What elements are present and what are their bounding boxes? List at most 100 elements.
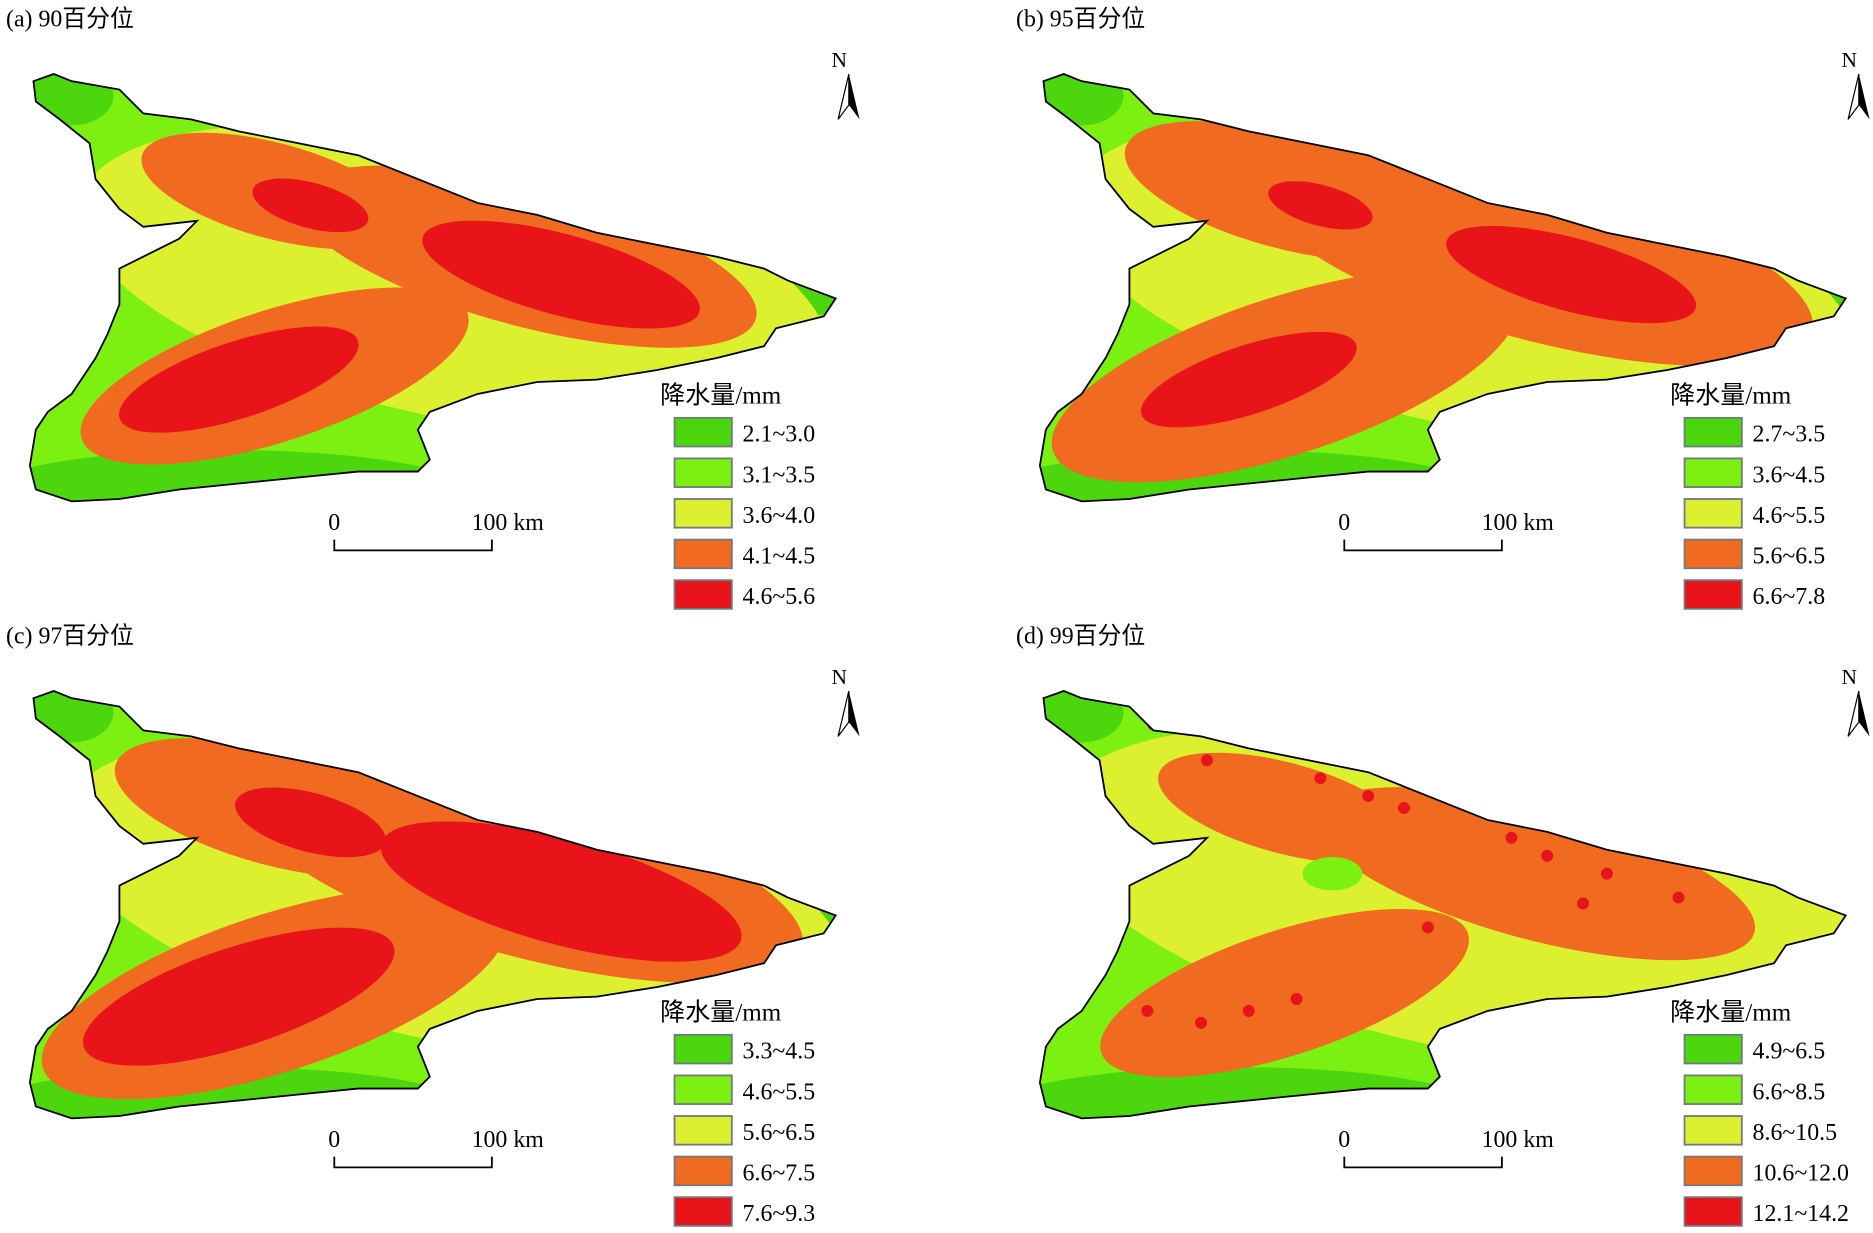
scale-end: 100 km bbox=[472, 1127, 545, 1153]
north-arrow-icon: N bbox=[1842, 48, 1870, 120]
legend-swatch bbox=[673, 498, 733, 529]
north-arrow-icon: N bbox=[832, 665, 860, 737]
zone-orange bbox=[1158, 752, 1412, 864]
scale-start: 0 bbox=[1338, 510, 1350, 536]
legend-label: 5.6~6.5 bbox=[1753, 543, 1826, 569]
legend-label: 10.6~12.0 bbox=[1753, 1160, 1849, 1186]
north-arrow-icon: N bbox=[1842, 665, 1870, 737]
panel-title: (d) 99百分位 bbox=[1016, 622, 1145, 649]
zone-red-spot bbox=[1398, 802, 1410, 814]
region-boundary bbox=[1038, 73, 1848, 503]
panel-c: (c) 97百分位 N 0 100 km 降水量/mm 3.3~4.5 4.6~5.5 5.6… bbox=[0, 617, 936, 1233]
zone-red-spot bbox=[1577, 897, 1590, 910]
legend-swatch bbox=[673, 1115, 733, 1146]
zone-red bbox=[1268, 181, 1373, 230]
panel-title: (a) 90百分位 bbox=[6, 5, 134, 32]
legend-title: 降水量/mm bbox=[660, 999, 782, 1027]
region-boundary bbox=[1038, 690, 1848, 1120]
zone-red-spot bbox=[1505, 831, 1518, 844]
legend: 降水量/mm 2.1~3.0 3.1~3.5 3.6~4.0 4.1~4.5 4.6~5.… bbox=[660, 382, 815, 611]
zone-red-spot bbox=[1672, 891, 1685, 904]
panel-title: (c) 97百分位 bbox=[6, 622, 134, 649]
zone-orange bbox=[1100, 908, 1469, 1078]
legend-swatch bbox=[673, 1074, 733, 1105]
legend-label: 2.1~3.0 bbox=[743, 422, 816, 448]
legend-label: 7.6~9.3 bbox=[743, 1201, 816, 1227]
panel-a: (a) 90百分位 N 0 100 km 降水量/mm 2.1~3.0 3.1~3.5 3.6… bbox=[0, 0, 936, 616]
zone-red bbox=[380, 821, 742, 962]
scale-start: 0 bbox=[1338, 1127, 1350, 1153]
precipitation-map bbox=[1039, 74, 1846, 502]
map-panel-svg: (c) 97百分位 N 0 100 km 降水量/mm 3.3~4.5 4.6~5.5 5.6… bbox=[6, 622, 860, 1228]
panel-title: (b) 95百分位 bbox=[1016, 5, 1145, 32]
legend-swatch bbox=[1683, 1033, 1743, 1065]
zone-dark-green bbox=[29, 691, 114, 743]
legend-swatch bbox=[673, 538, 733, 570]
zone-red-spot bbox=[1362, 790, 1375, 803]
scale-start: 0 bbox=[328, 510, 340, 536]
zone-red bbox=[422, 220, 700, 329]
legend-swatch bbox=[1683, 538, 1743, 570]
north-label: N bbox=[1842, 48, 1858, 72]
zone-red bbox=[118, 326, 359, 433]
legend-swatch bbox=[1683, 579, 1743, 610]
legend-swatch bbox=[1683, 1115, 1743, 1146]
legend-label: 4.9~6.5 bbox=[1753, 1039, 1826, 1065]
zone-light-green bbox=[1302, 856, 1363, 891]
legend-label: 4.1~4.5 bbox=[743, 543, 816, 569]
scale-end: 100 km bbox=[1482, 1127, 1555, 1153]
legend-swatch bbox=[1683, 1155, 1743, 1187]
legend-label: 3.1~3.5 bbox=[743, 462, 816, 488]
legend-label: 8.6~10.5 bbox=[1753, 1120, 1838, 1146]
scale-bar: 0 100 km bbox=[1338, 510, 1555, 552]
zone-red-spot bbox=[1242, 1004, 1255, 1017]
legend: 降水量/mm 4.9~6.5 6.6~8.5 8.6~10.5 10.6~12.0 12.… bbox=[1670, 999, 1849, 1228]
scale-end: 100 km bbox=[1482, 510, 1555, 536]
legend-label: 12.1~14.2 bbox=[1753, 1201, 1849, 1227]
legend-label: 5.6~6.5 bbox=[743, 1120, 816, 1146]
legend-title: 降水量/mm bbox=[1670, 382, 1792, 410]
zone-dark-green bbox=[29, 74, 114, 126]
legend: 降水量/mm 3.3~4.5 4.6~5.5 5.6~6.5 6.6~7.5 7.6~9.… bbox=[660, 999, 815, 1228]
legend-label: 6.6~8.5 bbox=[1753, 1079, 1826, 1105]
precipitation-map bbox=[29, 74, 836, 502]
scale-end: 100 km bbox=[472, 510, 545, 536]
zone-red bbox=[83, 927, 395, 1066]
legend-label: 3.6~4.5 bbox=[1753, 462, 1826, 488]
north-label: N bbox=[832, 48, 848, 72]
zone-dark-green bbox=[1039, 74, 1124, 126]
legend-label: 4.6~5.5 bbox=[1753, 503, 1826, 529]
scale-bar: 0 100 km bbox=[328, 510, 545, 552]
legend-title: 降水量/mm bbox=[660, 382, 782, 410]
legend-label: 4.6~5.5 bbox=[743, 1079, 816, 1105]
legend-label: 2.7~3.5 bbox=[1753, 422, 1826, 448]
legend-swatch bbox=[1683, 498, 1743, 529]
legend-swatch bbox=[1683, 416, 1743, 448]
region-boundary bbox=[28, 690, 838, 1120]
legend-label: 3.6~4.0 bbox=[743, 503, 816, 529]
zone-red-spot bbox=[1314, 772, 1327, 785]
legend-swatch bbox=[673, 1155, 733, 1187]
legend-swatch bbox=[1683, 457, 1743, 488]
north-arrow-icon: N bbox=[832, 48, 860, 120]
zone-dark-green bbox=[1039, 691, 1124, 743]
zone-orange bbox=[1315, 787, 1756, 961]
map-panel-svg: (b) 95百分位 N 0 100 km 降水量/mm 2.7~3.5 3.6~4.5 4.6… bbox=[1016, 5, 1870, 610]
legend-swatch bbox=[673, 1196, 733, 1227]
zone-red bbox=[1140, 331, 1357, 428]
north-label: N bbox=[1842, 665, 1858, 689]
panel-d: (d) 99百分位 N 0 100 km 降水量/mm 4.9~6.5 6.6~8.5 8.6… bbox=[1010, 617, 1873, 1233]
legend-title: 降水量/mm bbox=[1670, 999, 1792, 1027]
zone-red bbox=[252, 178, 369, 233]
zone-red-spot bbox=[1201, 754, 1213, 767]
scale-start: 0 bbox=[328, 1127, 340, 1153]
legend-label: 6.6~7.8 bbox=[1753, 584, 1826, 610]
legend-swatch bbox=[673, 457, 733, 488]
legend-label: 4.6~5.6 bbox=[743, 584, 816, 610]
panel-b: (b) 95百分位 N 0 100 km 降水量/mm 2.7~3.5 3.6~4.5 4.6… bbox=[1010, 0, 1873, 616]
zone-red-spot bbox=[1600, 867, 1613, 880]
map-panel-svg: (a) 90百分位 N 0 100 km 降水量/mm 2.1~3.0 3.1~3.5 3.6… bbox=[6, 5, 860, 611]
legend-swatch bbox=[673, 416, 733, 448]
zone-red-spot bbox=[1290, 993, 1303, 1005]
north-label: N bbox=[832, 665, 848, 689]
